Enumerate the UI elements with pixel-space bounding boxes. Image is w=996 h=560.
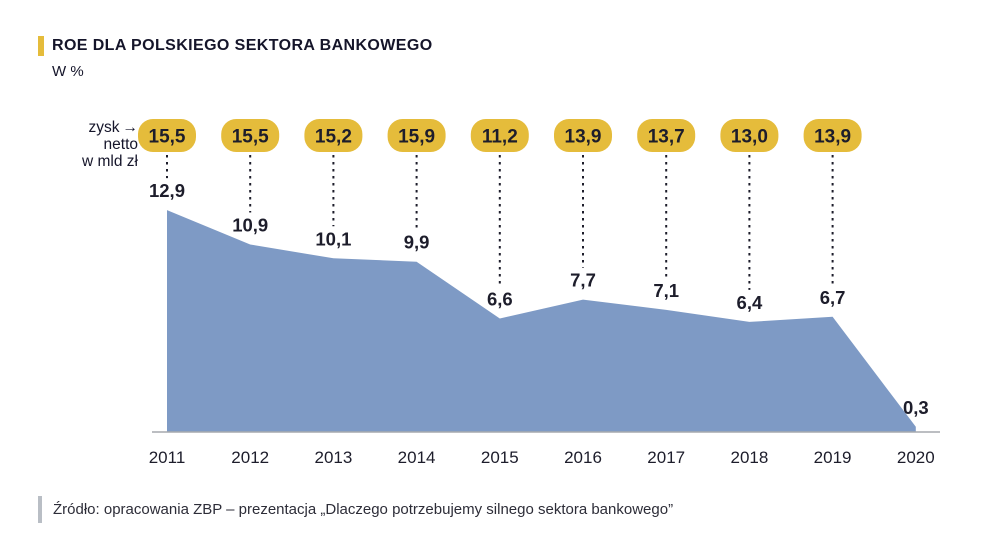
net-profit-badge xyxy=(470,119,529,152)
annotation-line-3: w mld zł xyxy=(82,153,138,170)
source-text: Źródło: opracowania ZBP – prezentacja „D… xyxy=(53,500,674,518)
net-profit-badge xyxy=(221,119,280,152)
year-label: 2019 xyxy=(814,448,852,467)
net-profit-badge xyxy=(803,119,862,152)
year-label: 2020 xyxy=(897,448,935,467)
net-profit-value: 13,9 xyxy=(814,127,851,148)
net-profit-value: 13,7 xyxy=(648,127,685,148)
chart-header: ROE DLA POLSKIEGO SEKTORA BANKOWEGO W % xyxy=(38,36,433,80)
net-profit-badge xyxy=(637,119,696,152)
net-profit-value: 15,5 xyxy=(232,127,269,148)
net-profit-value: 15,5 xyxy=(149,127,186,148)
source-accent-bar xyxy=(38,495,42,523)
net-profit-annotation: zysk → netto w mld zł xyxy=(48,119,138,170)
year-label: 2018 xyxy=(730,448,768,467)
year-label: 2014 xyxy=(398,448,436,467)
roe-value-label: 10,9 xyxy=(232,215,268,236)
year-label: 2012 xyxy=(231,448,269,467)
title-accent-bar xyxy=(38,36,44,56)
year-label: 2016 xyxy=(564,448,602,467)
net-profit-value: 15,2 xyxy=(315,127,352,148)
net-profit-badge xyxy=(138,119,196,152)
roe-area-shape xyxy=(167,210,916,432)
roe-value-label: 0,3 xyxy=(903,397,929,418)
net-profit-value: 13,9 xyxy=(565,127,602,148)
source-footer: Źródło: opracowania ZBP – prezentacja „D… xyxy=(38,495,673,523)
roe-value-label: 6,4 xyxy=(737,292,763,313)
year-label: 2017 xyxy=(647,448,685,467)
year-label: 2011 xyxy=(149,448,186,467)
net-profit-badge xyxy=(387,119,446,152)
net-profit-value: 15,9 xyxy=(398,127,435,148)
roe-value-label: 6,7 xyxy=(820,287,846,308)
annotation-line-2: netto xyxy=(103,136,138,153)
roe-value-label: 10,1 xyxy=(315,228,351,249)
arrow-right-icon: → xyxy=(122,119,139,136)
roe-value-label: 7,7 xyxy=(570,270,596,291)
year-label: 2013 xyxy=(314,448,352,467)
roe-value-label: 7,1 xyxy=(653,280,679,301)
roe-value-label: 9,9 xyxy=(404,232,430,253)
roe-value-label: 12,9 xyxy=(149,180,185,201)
net-profit-badge xyxy=(304,119,363,152)
net-profit-badge xyxy=(554,119,612,152)
net-profit-badge xyxy=(720,119,779,152)
chart-subtitle: W % xyxy=(52,63,84,80)
net-profit-value: 13,0 xyxy=(731,127,768,148)
year-label: 2015 xyxy=(481,448,519,467)
roe-value-label: 6,6 xyxy=(487,289,513,310)
net-profit-value: 11,2 xyxy=(482,127,518,148)
annotation-line-1: zysk → xyxy=(88,119,139,136)
chart-title: ROE DLA POLSKIEGO SEKTORA BANKOWEGO xyxy=(52,37,433,54)
